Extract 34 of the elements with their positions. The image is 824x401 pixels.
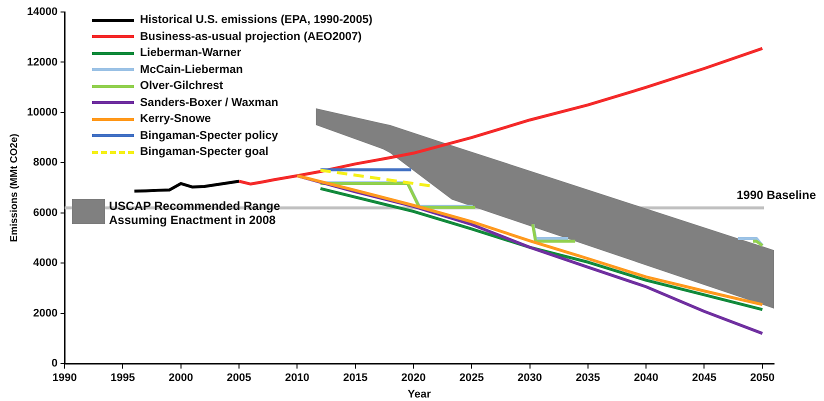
y-tick-label: 4000	[33, 257, 58, 270]
y-tick-label: 0	[51, 358, 58, 370]
legend-label: McCain-Lieberman	[140, 64, 243, 76]
x-tick-label: 2000	[168, 372, 194, 384]
legend-label: Historical U.S. emissions (EPA, 1990-2005)	[140, 14, 372, 26]
ref-line-label: 1990 Baseline	[736, 188, 816, 202]
x-tick-label: 2035	[576, 372, 600, 384]
x-tick-label: 1990	[52, 372, 77, 384]
x-tick-label: 2045	[692, 372, 716, 384]
x-tick-label: 2030	[518, 372, 542, 384]
x-tick-label: 2005	[226, 372, 252, 384]
x-tick-label: 2025	[459, 372, 484, 384]
y-tick-label: 12000	[26, 56, 58, 68]
x-tick-label: 2015	[343, 372, 368, 384]
legend-label: Kerry-Snowe	[140, 113, 211, 126]
legend-label: Bingaman-Specter goal	[140, 146, 268, 158]
legend-label: Business-as-usual projection (AEO2007)	[140, 30, 362, 43]
x-tick-label: 2050	[750, 372, 775, 384]
y-tick-label: 14000	[26, 6, 58, 18]
y-tick-label: 2000	[33, 307, 58, 320]
legend-label: Olver-Gilchrest	[140, 80, 224, 92]
legend-label: Bingaman-Specter policy	[140, 130, 278, 142]
x-tick-label: 2010	[284, 372, 310, 384]
y-tick-label: 10000	[26, 106, 58, 118]
y-axis-title: Emissions (MMt CO2e)	[8, 134, 20, 242]
legend-label: Sanders-Boxer / Waxman	[140, 96, 278, 109]
y-tick-label: 8000	[33, 156, 58, 169]
x-tick-label: 2040	[634, 372, 658, 384]
y-tick-label: 6000	[33, 206, 58, 219]
legend-label: Lieberman-Warner	[140, 47, 242, 60]
legend-label: USCAP Recommended Range Assuming Enactment in 2008	[109, 198, 282, 226]
x-tick-label: 1995	[110, 372, 135, 384]
x-tick-label: 2020	[401, 372, 426, 384]
x-axis-title: Year	[408, 388, 432, 400]
